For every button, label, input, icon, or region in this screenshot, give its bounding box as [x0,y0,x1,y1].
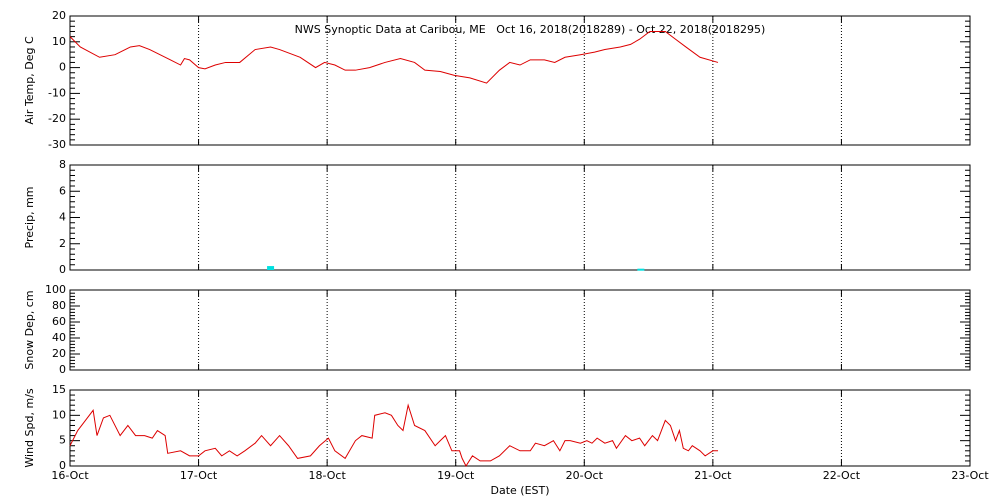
y-tick-label: 10 [52,408,66,421]
plot-frame [69,289,971,371]
bar [267,266,275,270]
y-tick-label: 10 [52,35,66,48]
y-tick-label: 8 [59,158,66,171]
y-axis-label: Precip, mm [23,187,36,249]
plot-frame [69,389,971,467]
x-tick-label: 17-Oct [180,469,218,482]
plot-frame [69,15,971,146]
y-tick-label: 0 [59,61,66,74]
y-tick-label: 6 [59,184,66,197]
y-tick-label: 80 [52,299,66,312]
x-axis-label: Date (EST) [490,484,549,497]
y-tick-label: 0 [59,459,66,472]
y-tick-label: 100 [45,283,66,296]
data-line [69,403,718,468]
y-tick-label: 15 [52,383,66,396]
x-tick-label: 22-Oct [823,469,861,482]
y-tick-label: -30 [48,138,66,151]
data-line [69,30,719,84]
y-tick-label: 20 [52,9,66,22]
y-tick-label: 0 [59,263,66,276]
y-tick-label: 0 [59,363,66,376]
y-tick-label: 4 [59,211,66,224]
x-tick-label: 23-Oct [951,469,989,482]
y-tick-label: 5 [59,434,66,447]
x-tick-label: 16-Oct [51,469,89,482]
y-tick-label: 40 [52,331,66,344]
x-tick-label: 21-Oct [694,469,732,482]
plot-frame [69,164,971,271]
bar [637,268,645,271]
x-tick-label: 18-Oct [308,469,346,482]
y-tick-label: 20 [52,347,66,360]
chart-title: NWS Synoptic Data at Caribou, ME Oct 16,… [295,23,766,36]
y-axis-label: Snow Dep, cm [23,290,36,369]
y-tick-label: 60 [52,315,66,328]
y-axis-label: Wind Spd, m/s [23,388,36,468]
x-tick-label: 19-Oct [437,469,475,482]
x-tick-label: 20-Oct [566,469,604,482]
y-tick-label: 2 [59,237,66,250]
y-tick-label: -10 [48,86,66,99]
y-axis-label: Air Temp, Deg C [23,36,36,125]
y-tick-label: -20 [48,112,66,125]
